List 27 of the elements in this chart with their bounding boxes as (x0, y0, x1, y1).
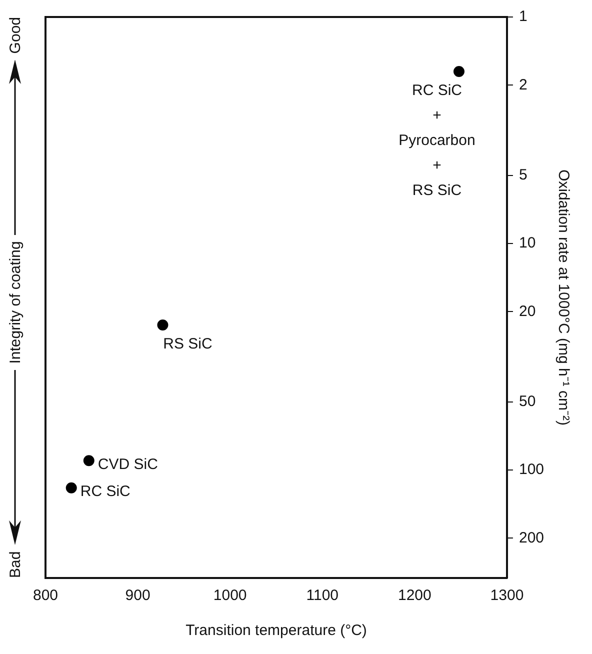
x-tick-label: 900 (125, 587, 150, 604)
text: Bad (6, 551, 24, 578)
point (453, 66, 464, 77)
text: Good (6, 16, 24, 54)
x-tick-label: 1200 (398, 587, 432, 604)
y-axis-title: Integrity of coating (6, 241, 24, 364)
x-tick-label: 1300 (490, 587, 524, 604)
y2-tick-label: 5 (518, 166, 528, 184)
y2-tick-label: 10 (518, 234, 536, 252)
annotation: RC SiC + Pyrocarbon + RS SiC (398, 82, 476, 200)
annotation: RC SiC (80, 483, 131, 500)
point (157, 319, 168, 330)
point (83, 455, 94, 466)
x-tick-label: 800 (33, 587, 58, 604)
y2-tick-label: 20 (518, 302, 536, 320)
x-tick-label: 1000 (213, 587, 247, 604)
x-axis-title: Transition temperature (°C) (186, 622, 367, 640)
annotation: CVD SiC (98, 456, 158, 473)
y2-tick-label: 100 (518, 461, 544, 478)
annotation: RS SiC (163, 336, 212, 353)
y2-axis-title: Oxidation rate at 1000°C (mg h⁻¹ cm⁻²) (554, 169, 572, 426)
y2-tick-label: 200 (518, 529, 544, 546)
y2-tick-label: 2 (518, 76, 528, 94)
point (66, 482, 77, 494)
y2-tick-label: 50 (518, 392, 536, 410)
y2-tick-label: 1 (518, 8, 528, 26)
x-tick-label: 1100 (306, 587, 339, 604)
